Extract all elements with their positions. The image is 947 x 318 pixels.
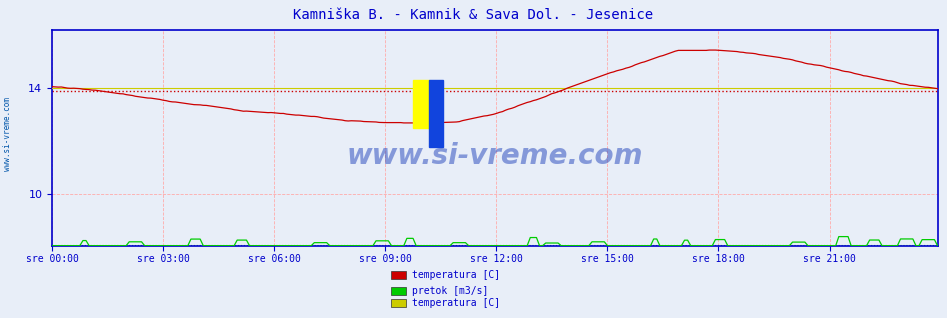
Bar (429, 80, 443, 147)
Bar (413, 80, 429, 128)
Text: temperatura [C]: temperatura [C] (412, 298, 500, 308)
Text: www.si-vreme.com: www.si-vreme.com (3, 97, 12, 170)
Text: Kamniška B. - Kamnik & Sava Dol. - Jesenice: Kamniška B. - Kamnik & Sava Dol. - Jesen… (294, 8, 653, 22)
Text: temperatura [C]: temperatura [C] (412, 270, 500, 280)
Text: pretok [m3/s]: pretok [m3/s] (412, 286, 489, 296)
Text: www.si-vreme.com: www.si-vreme.com (347, 142, 643, 169)
